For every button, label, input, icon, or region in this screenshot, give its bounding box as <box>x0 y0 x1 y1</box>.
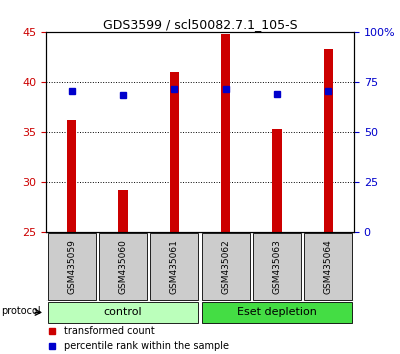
Text: GSM435059: GSM435059 <box>67 239 76 294</box>
Text: GSM435060: GSM435060 <box>118 239 128 294</box>
Bar <box>304 233 352 300</box>
Text: percentile rank within the sample: percentile rank within the sample <box>64 342 230 352</box>
Bar <box>118 190 128 232</box>
Text: GSM435062: GSM435062 <box>221 239 230 294</box>
Bar <box>221 34 230 232</box>
Bar <box>202 302 352 323</box>
Bar <box>67 120 76 232</box>
Text: GSM435061: GSM435061 <box>170 239 179 294</box>
Bar <box>48 233 96 300</box>
Text: transformed count: transformed count <box>64 326 155 336</box>
Bar <box>324 49 333 232</box>
Bar <box>170 72 179 232</box>
Text: Eset depletion: Eset depletion <box>237 307 317 318</box>
Title: GDS3599 / scl50082.7.1_105-S: GDS3599 / scl50082.7.1_105-S <box>103 18 297 31</box>
Text: control: control <box>104 307 142 318</box>
Bar <box>48 302 198 323</box>
Text: GSM435063: GSM435063 <box>272 239 282 294</box>
Text: GSM435064: GSM435064 <box>324 239 333 294</box>
Bar <box>99 233 147 300</box>
Bar <box>150 233 198 300</box>
Text: protocol: protocol <box>1 306 40 316</box>
Bar <box>272 129 282 232</box>
Bar <box>253 233 301 300</box>
Bar <box>202 233 250 300</box>
